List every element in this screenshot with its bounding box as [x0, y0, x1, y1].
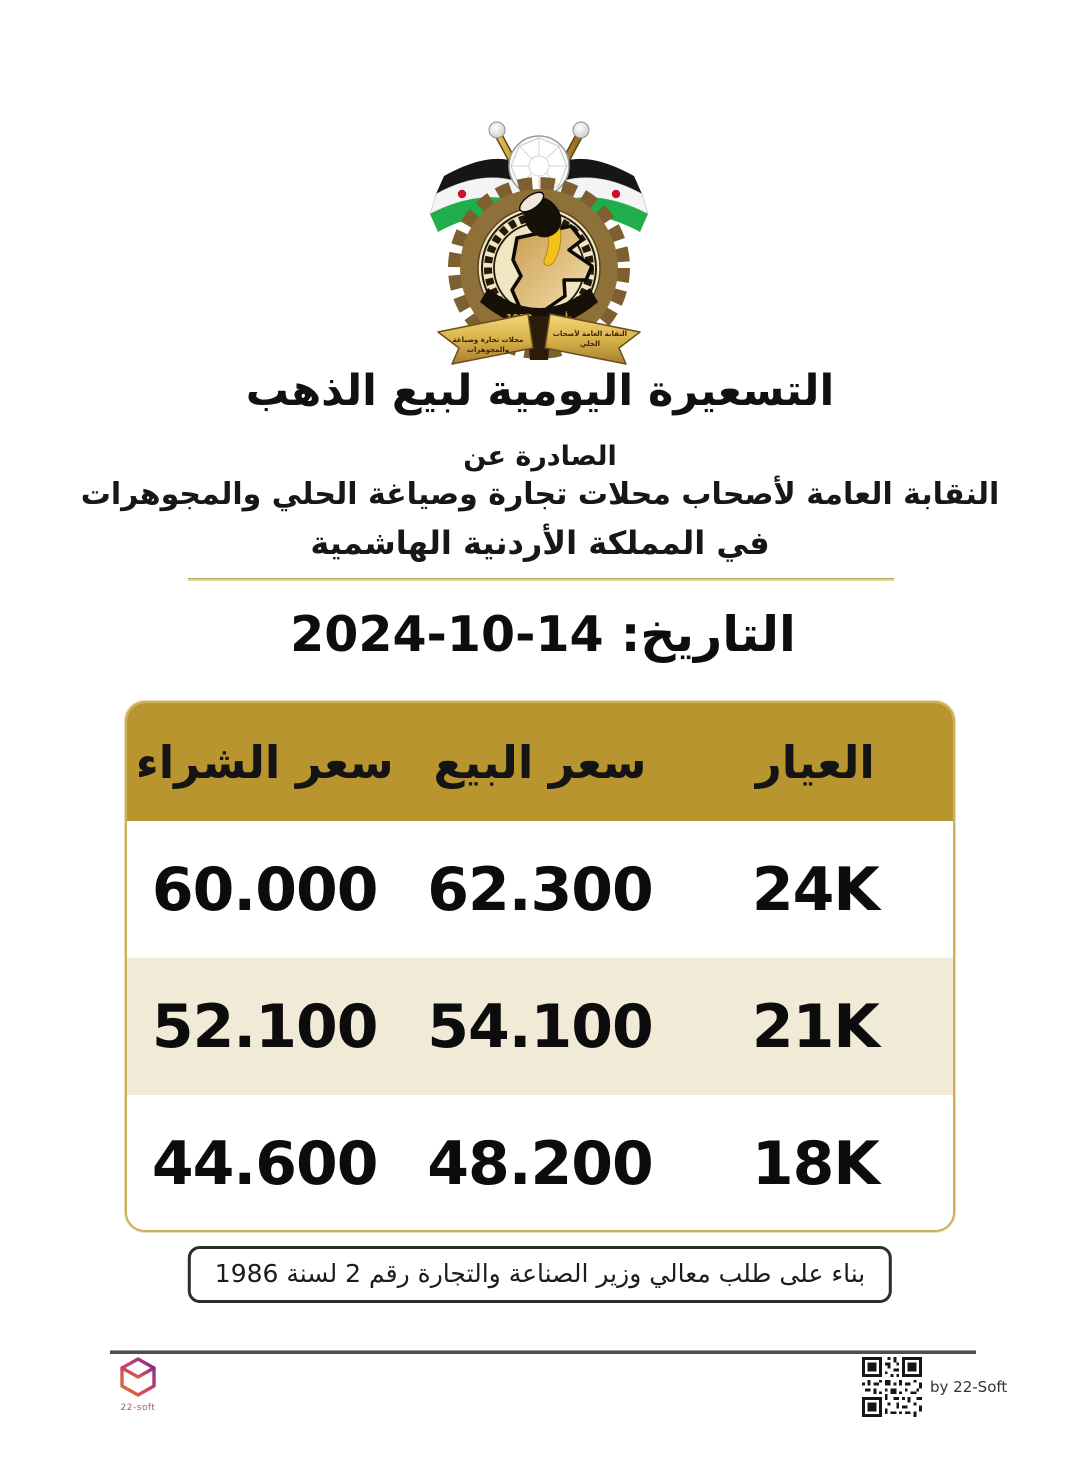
banner-right-line1: النقابة العامة لأصحاب — [553, 329, 627, 338]
banner-left-line1: محلات تجارة وصياغة — [453, 336, 524, 344]
qr-credit-text: by 22-Soft — [930, 1378, 1008, 1396]
karat-value: 21K — [751, 991, 880, 1062]
syndicate-logo-graphic: تأسست 1972 النقابة العامة لأصحاب الحلي م… — [429, 121, 649, 365]
karat-value: 18K — [751, 1128, 880, 1199]
col-header-karat: العيار — [755, 735, 875, 789]
brand-logo-block: 22-soft — [110, 1356, 166, 1413]
table-row: 21K 54.100 52.100 — [127, 958, 953, 1095]
qr-code — [862, 1357, 922, 1417]
date-label: التاريخ: — [620, 606, 796, 663]
date-value: 14-10-2024 — [290, 606, 604, 663]
sell-price: 54.100 — [427, 991, 654, 1062]
crucible-icon — [518, 191, 562, 267]
brand-name: 22-soft — [120, 1403, 156, 1413]
price-table-header: العيار سعر البيع سعر الشراء — [127, 703, 953, 821]
karat-value: 24K — [751, 854, 880, 925]
diamond-icon — [508, 135, 570, 197]
col-header-sell: سعر البيع — [433, 735, 647, 789]
qr-block: by 22-Soft — [862, 1357, 1007, 1417]
page-title: التسعيرة اليومية لبيع الذهب — [245, 366, 835, 416]
ribbon-banner: النقابة العامة لأصحاب الحلي محلات تجارة … — [437, 313, 641, 365]
banner-left-line2: والمجوهرات — [467, 346, 509, 354]
syndicate-logo: تأسست 1972 النقابة العامة لأصحاب الحلي م… — [422, 110, 658, 366]
legal-footnote: بناء على طلب معالي وزير الصناعة والتجارة… — [187, 1246, 893, 1303]
table-row: 18K 48.200 44.600 — [127, 1095, 953, 1230]
buy-price: 60.000 — [151, 854, 379, 925]
table-row: 24K 62.300 60.000 — [127, 821, 953, 958]
footer-rule — [110, 1350, 976, 1354]
buy-price: 52.100 — [151, 991, 379, 1062]
date-line: التاريخ: 14-10-2024 — [0, 606, 1080, 663]
banner-right-line2: الحلي — [580, 340, 600, 348]
buy-price: 44.600 — [151, 1128, 379, 1199]
country-line: في المملكة الأردنية الهاشمية — [310, 524, 770, 562]
divider-line — [188, 578, 894, 581]
sell-price: 48.200 — [427, 1128, 654, 1199]
organization-line: النقابة العامة لأصحاب محلات تجارة وصياغة… — [80, 477, 1000, 512]
cube-logo-icon — [120, 1357, 156, 1397]
issued-by-line: الصادرة عن — [463, 441, 617, 472]
col-header-buy: سعر الشراء — [135, 735, 394, 789]
price-table: العيار سعر البيع سعر الشراء 24K 62.300 6… — [125, 701, 955, 1232]
sell-price: 62.300 — [427, 854, 654, 925]
